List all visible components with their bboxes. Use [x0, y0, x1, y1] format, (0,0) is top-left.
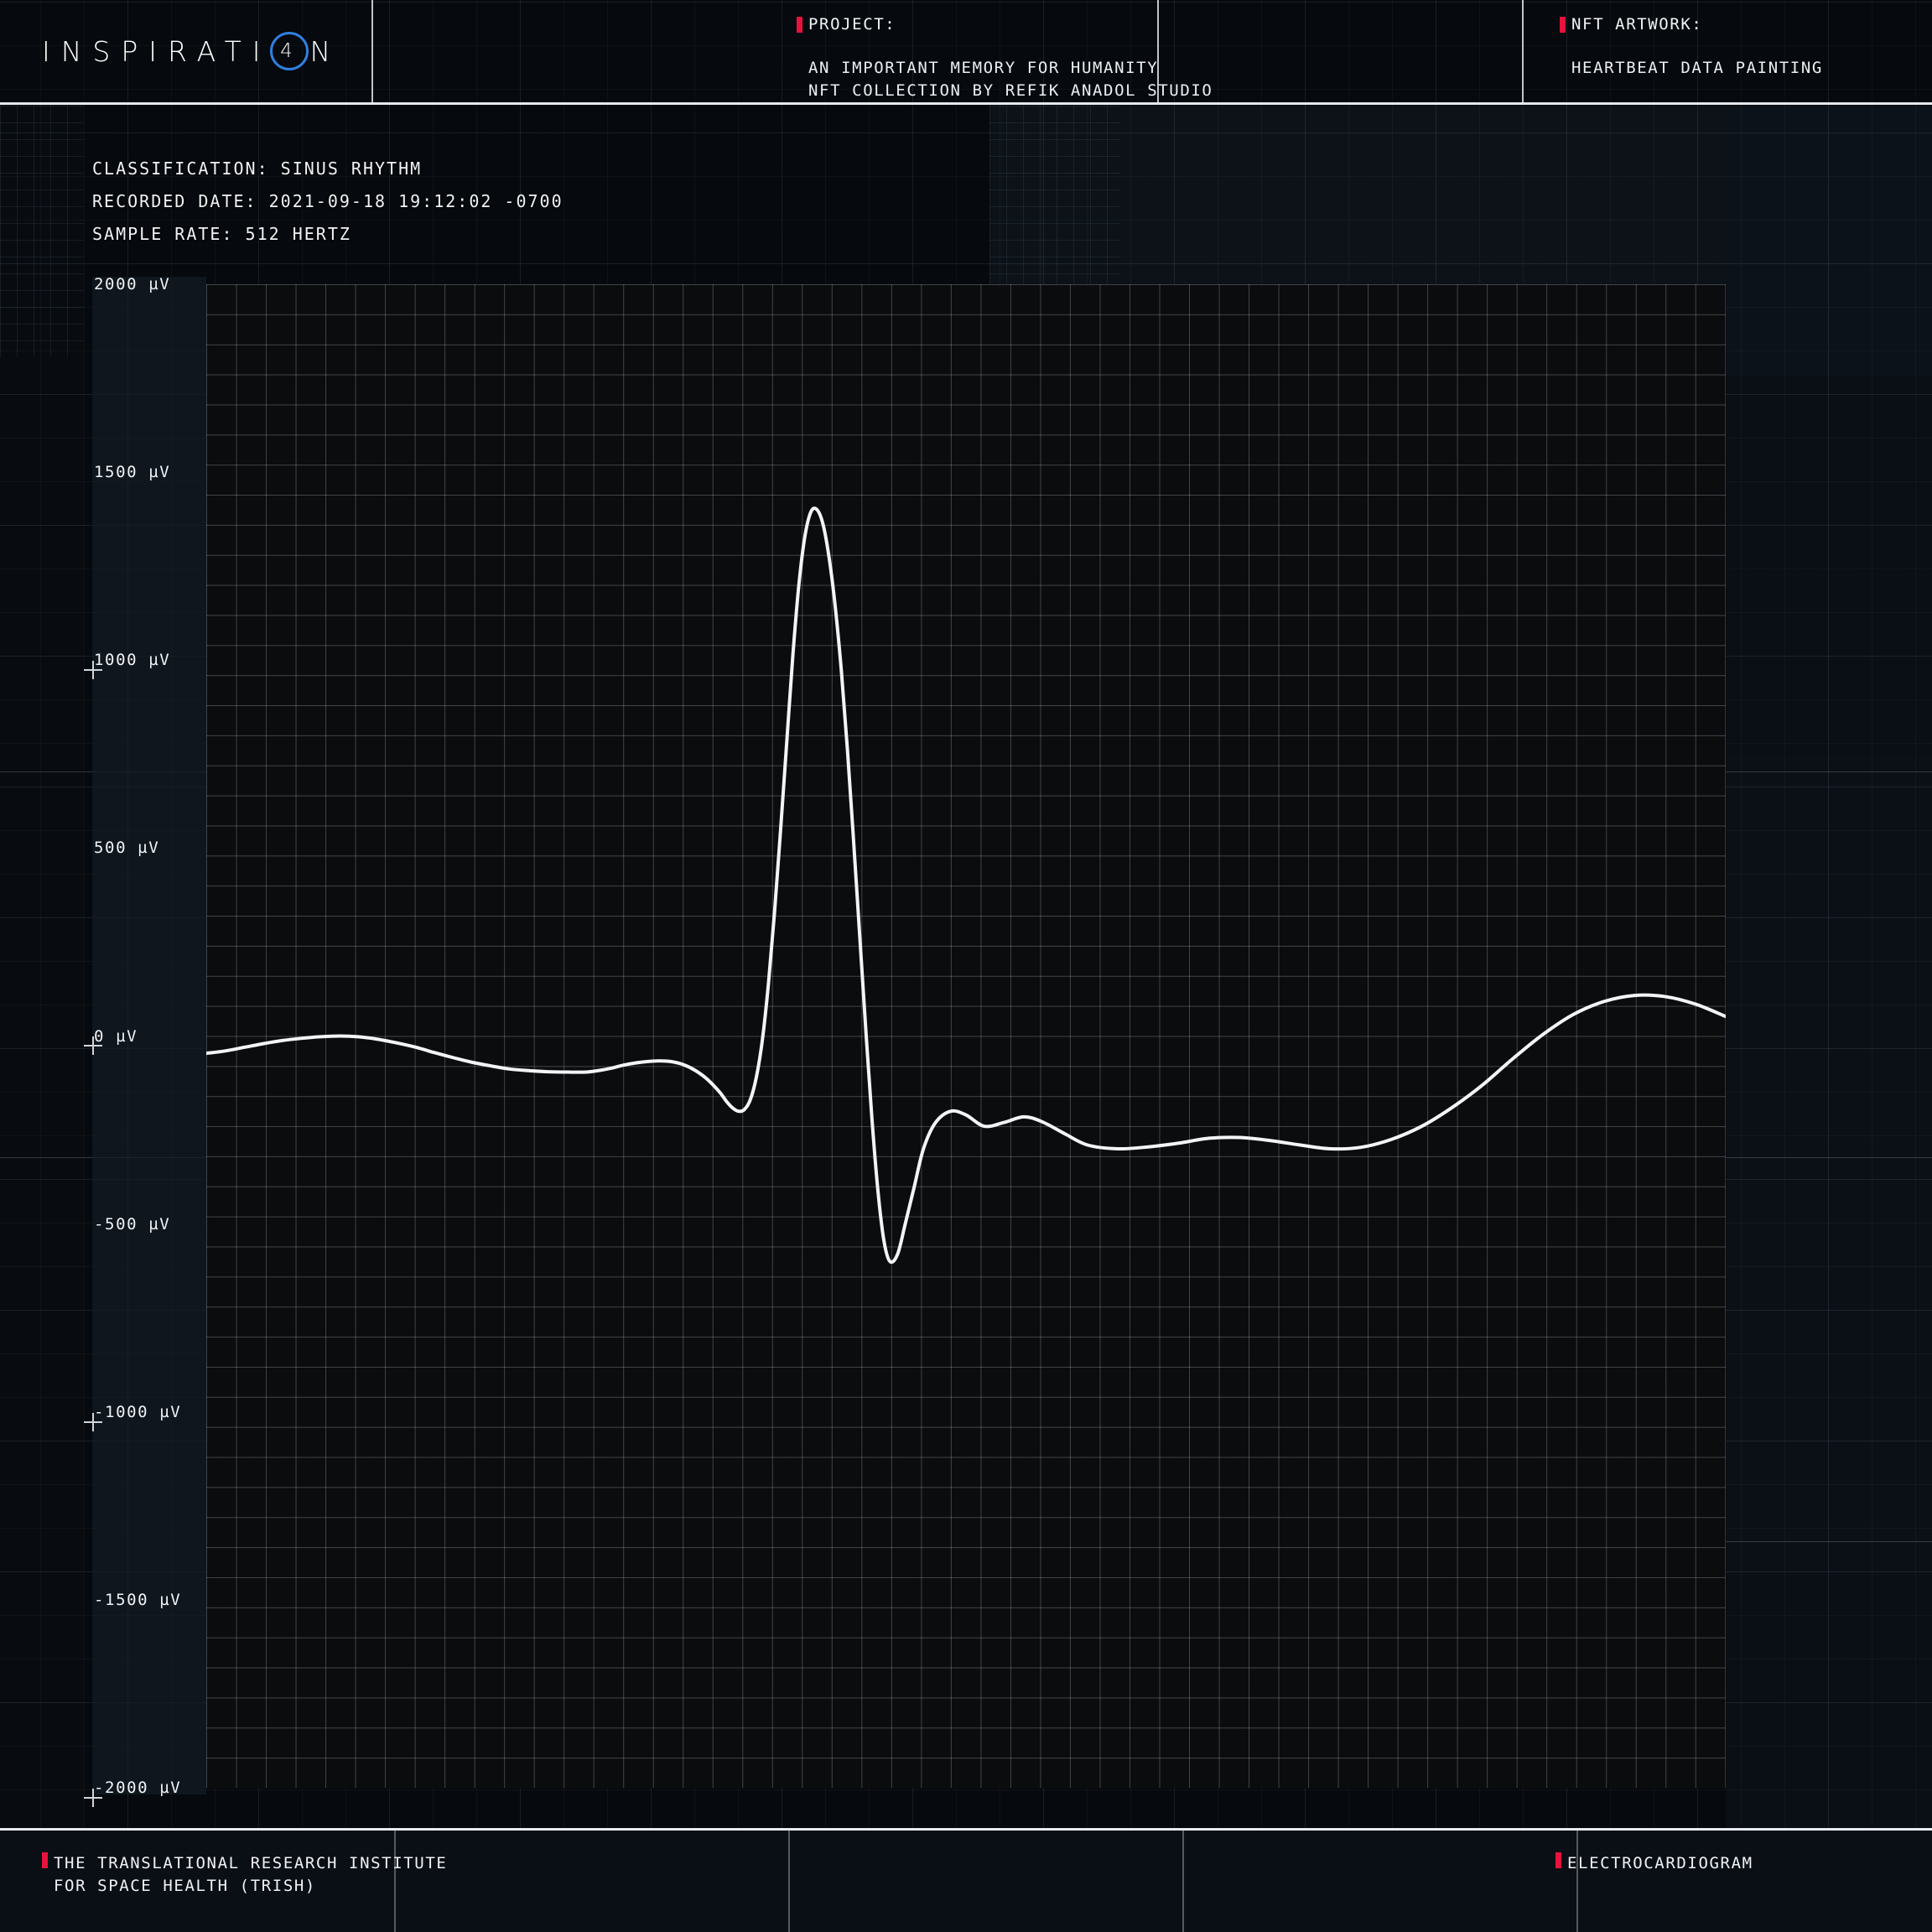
- red-marker-icon: [797, 16, 802, 33]
- meta-classification: CLASSIFICATION: SINUS RHYTHM: [92, 158, 423, 179]
- page-footer: THE TRANSLATIONAL RESEARCH INSTITUTE FOR…: [0, 1831, 1932, 1932]
- header-artwork-block: NFT ARTWORK: HEARTBEAT DATA PAINTING: [1560, 15, 1823, 80]
- ecg-plot-grid: [206, 284, 1726, 1788]
- header-divider-3: [1522, 0, 1524, 102]
- footer-institute-lines: THE TRANSLATIONAL RESEARCH INSTITUTE FOR…: [54, 1852, 447, 1898]
- header-project-lines: AN IMPORTANT MEMORY FOR HUMANITY NFT COL…: [797, 57, 1213, 102]
- red-marker-icon: [42, 1852, 48, 1868]
- inspiration4-logo: INSPIRATI 4 N: [42, 32, 341, 70]
- footer-divider-2: [788, 1831, 790, 1932]
- ecg-plot-area: [206, 284, 1726, 1788]
- header-project-label-row: PROJECT:: [797, 15, 1213, 34]
- header-divider-2: [1157, 0, 1159, 102]
- footer-institute-line2: FOR SPACE HEALTH (TRISH): [54, 1877, 316, 1895]
- footer-separator-line: [0, 1828, 1932, 1831]
- background-panel-left: [0, 104, 84, 1828]
- background-panel-right: [1726, 106, 1932, 1828]
- header-project-block: PROJECT: AN IMPORTANT MEMORY FOR HUMANIT…: [797, 15, 1213, 102]
- ecg-waveform-svg: [206, 284, 1726, 1788]
- footer-signal-block: ELECTROCARDIOGRAM: [1555, 1852, 1753, 1875]
- header-artwork-lines: HEARTBEAT DATA PAINTING: [1560, 57, 1823, 80]
- meta-recorded-date: RECORDED DATE: 2021-09-18 19:12:02 -0700: [92, 191, 564, 211]
- background-rule-3: [1726, 771, 1932, 772]
- header-separator-line: [0, 102, 1932, 105]
- background-rule-5: [1726, 1541, 1932, 1542]
- footer-institute-block: THE TRANSLATIONAL RESEARCH INSTITUTE FOR…: [42, 1852, 447, 1898]
- recording-metadata: CLASSIFICATION: SINUS RHYTHM RECORDED DA…: [92, 153, 564, 251]
- header-project-line1: AN IMPORTANT MEMORY FOR HUMANITY: [808, 59, 1159, 77]
- footer-divider-4: [1576, 1831, 1578, 1932]
- footer-signal-label: ELECTROCARDIOGRAM: [1567, 1854, 1753, 1872]
- logo-text-start: INSPIRATI: [42, 34, 272, 68]
- header-project-label: PROJECT:: [808, 15, 896, 34]
- red-marker-icon: [1555, 1852, 1561, 1868]
- background-rule-4: [1726, 1157, 1932, 1158]
- footer-divider-3: [1182, 1831, 1184, 1932]
- logo-badge-number: 4: [280, 39, 293, 62]
- meta-sample-rate: SAMPLE RATE: 512 HERTZ: [92, 224, 351, 244]
- header-divider-1: [371, 0, 373, 102]
- ecg-waveform-path: [206, 508, 1726, 1262]
- footer-divider-1: [394, 1831, 396, 1932]
- logo-ring-icon: [269, 32, 309, 70]
- header-project-line2: NFT COLLECTION BY REFIK ANADOL STUDIO: [808, 81, 1213, 100]
- header-artwork-label: NFT ARTWORK:: [1571, 15, 1703, 34]
- page-header: INSPIRATI 4 N PROJECT: AN IMPORTANT MEMO…: [0, 0, 1932, 104]
- logo-circle-badge: 4: [269, 32, 309, 70]
- header-artwork-label-row: NFT ARTWORK:: [1560, 15, 1823, 34]
- header-artwork-line1: HEARTBEAT DATA PAINTING: [1571, 59, 1823, 77]
- red-marker-icon: [1560, 16, 1566, 33]
- logo-text-end: N: [309, 34, 342, 68]
- y-axis-panel: [92, 277, 206, 1794]
- background-dense-grid-patch-2: [0, 106, 84, 357]
- footer-institute-line1: THE TRANSLATIONAL RESEARCH INSTITUTE: [54, 1854, 448, 1872]
